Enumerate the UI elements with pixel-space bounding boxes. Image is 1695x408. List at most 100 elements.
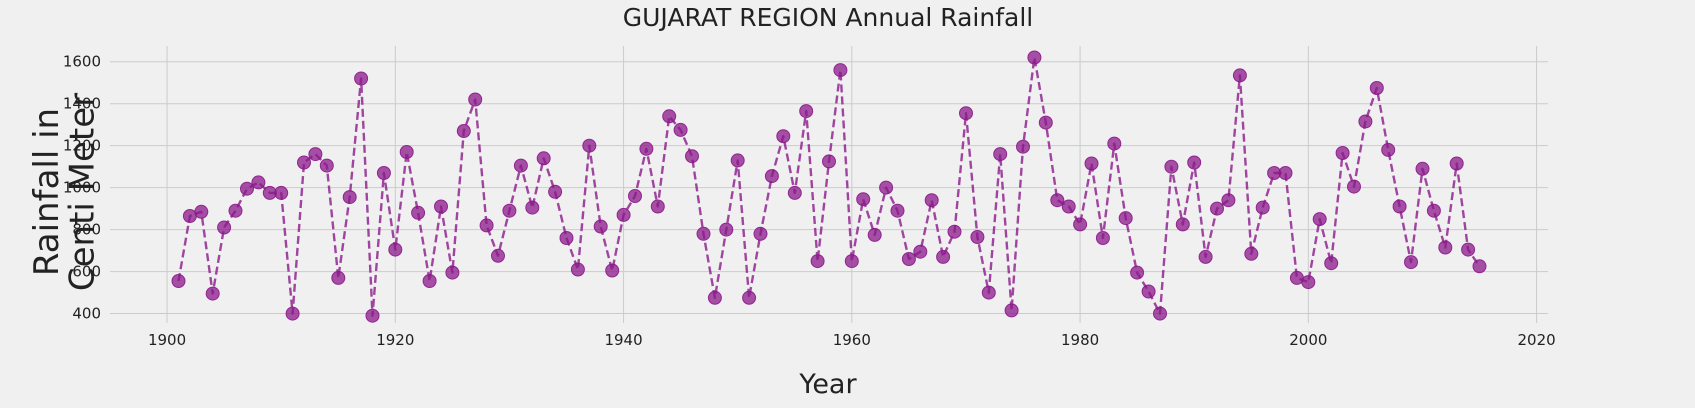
data-point [1027,50,1042,65]
data-point [422,274,437,288]
y-tick-label: 1600 [63,53,101,71]
data-point [1472,259,1487,274]
data-point [228,203,243,218]
data-point [844,254,859,269]
data-point [1004,303,1019,318]
x-tick-label: 1940 [604,331,642,349]
y-axis-label-line: Centi Meter [63,93,103,291]
data-point [696,226,711,241]
data-point [879,180,894,195]
data-point [525,200,540,215]
data-point [1347,179,1361,194]
data-point [274,185,289,200]
data-point [1278,166,1293,180]
data-point [1050,193,1065,208]
data-point [616,207,631,222]
y-axis-label: Rainfall inCenti Meter [27,93,103,291]
data-point [753,226,768,241]
data-point [468,92,483,107]
data-point [217,220,232,235]
data-point [536,151,551,166]
data-point [742,290,757,305]
data-point [1038,115,1053,130]
series-rainfall [171,50,1487,323]
data-point [1118,211,1133,226]
data-point [913,244,928,259]
data-point [388,242,403,257]
data-point [936,249,951,264]
data-point [1301,275,1316,290]
data-point [376,166,391,180]
data-point [890,203,905,218]
data-point [628,189,642,203]
x-tick-label: 1900 [148,331,186,349]
data-point [1335,146,1350,160]
data-point [194,204,209,219]
data-point [1221,193,1236,208]
data-point [513,158,528,173]
data-point [1107,136,1122,151]
data-point [799,104,814,119]
axes: 1900 1920 1940 1960 1980 2000 2020 400 600 800 100… [63,53,1556,349]
data-point [1016,139,1030,154]
data-point [822,154,836,169]
x-tick-label: 1920 [376,331,414,349]
data-point [1141,284,1156,299]
data-point [285,306,300,321]
y-tick-label: 600 [72,263,101,281]
data-point [1198,249,1213,264]
data-point [833,63,848,78]
y-tick-label: 400 [72,305,101,323]
data-point [901,252,916,266]
data-point [308,147,323,162]
data-point [1073,217,1088,232]
data-point [685,149,699,164]
data-point [1061,199,1076,214]
data-point [365,308,380,323]
data-point [171,274,186,288]
data-point [1232,68,1247,83]
chart-title: GUJARAT REGION Annual Rainfall [623,3,1033,32]
data-point [993,147,1008,162]
x-tick-label: 1960 [833,331,871,349]
data-point [673,122,688,137]
x-axis-label: Year [798,369,857,400]
data-point [1095,231,1110,245]
data-point [399,145,414,159]
data-point [491,248,505,263]
data-point [559,231,574,245]
data-point [1449,156,1464,171]
data-point [639,141,654,156]
data-point [1415,161,1430,176]
data-point [787,185,802,200]
data-point [1153,306,1167,321]
data-point [1210,201,1224,216]
data-point [867,227,882,242]
data-point [1324,256,1339,271]
y-tick-label: 1400 [63,95,101,113]
data-point [1084,156,1099,171]
data-point [1381,142,1396,157]
data-point [240,181,254,196]
data-point [730,153,745,168]
data-point [205,286,220,301]
data-point [662,109,677,124]
data-point [856,192,871,207]
data-point [764,169,779,184]
data-point [1461,242,1476,257]
y-axis-label-line: Rainfall in [27,108,67,276]
data-point [1164,159,1179,174]
data-point [924,193,939,208]
data-point [502,203,517,218]
data-point [959,106,973,121]
data-point [1175,217,1190,232]
data-point [1404,255,1418,270]
data-point [1369,81,1384,95]
data-point [970,230,985,244]
data-point [1187,155,1202,170]
data-point [776,129,791,144]
data-point [445,265,460,280]
y-tick-label: 1000 [63,179,101,197]
